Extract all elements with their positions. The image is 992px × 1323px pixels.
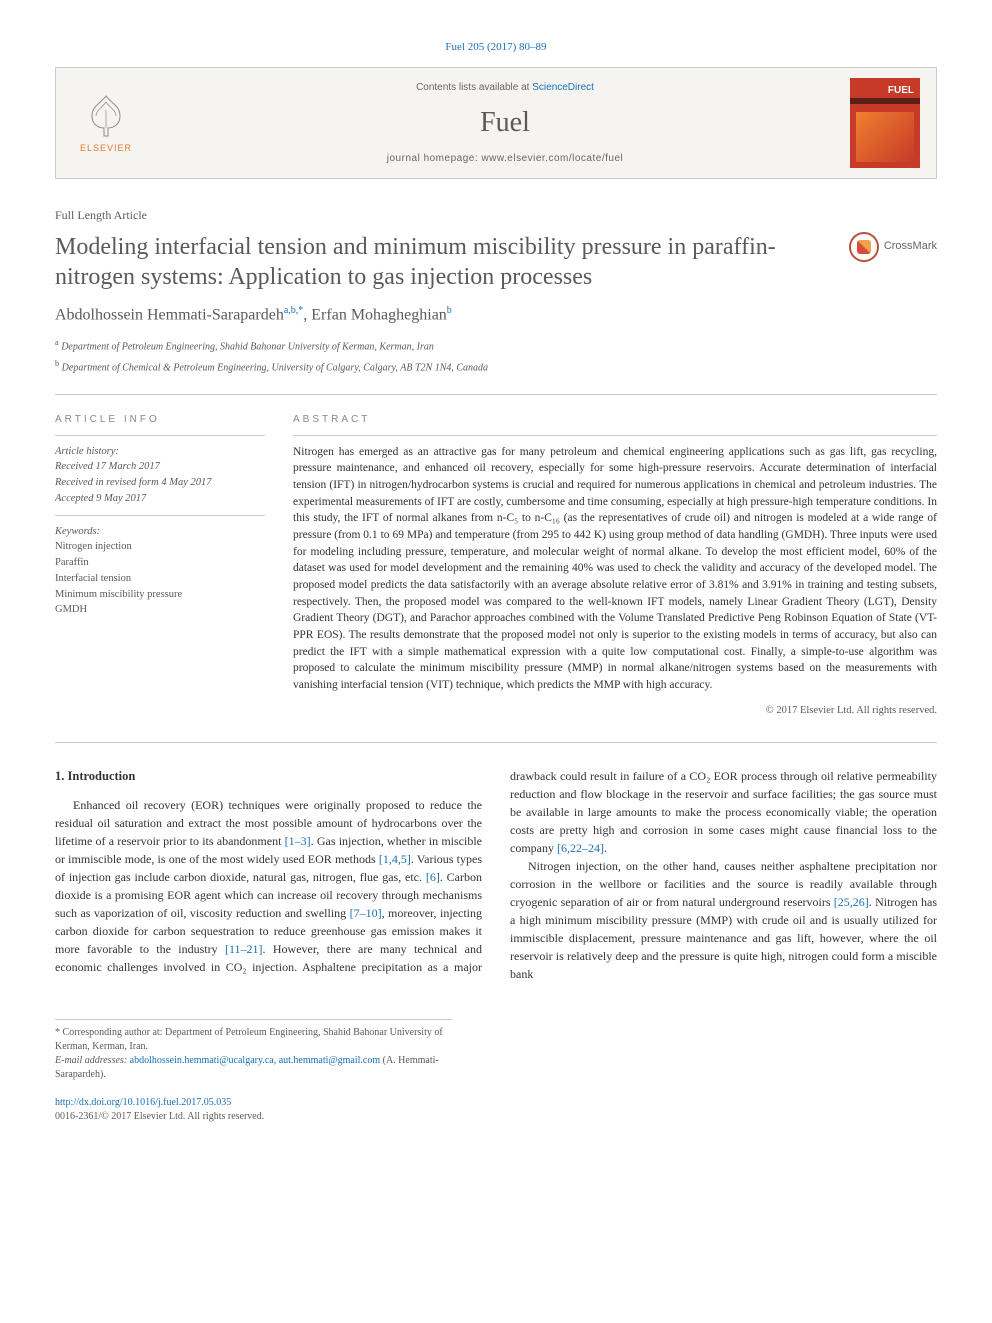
abstract-copyright: © 2017 Elsevier Ltd. All rights reserved… (293, 704, 937, 719)
abstract-text: Nitrogen has emerged as an attractive ga… (293, 444, 937, 694)
article-info-label: ARTICLE INFO (55, 413, 265, 427)
keyword-item: GMDH (55, 602, 265, 618)
section-heading-introduction: 1. Introduction (55, 767, 482, 786)
author-1-affil-sup[interactable]: a,b, (284, 305, 298, 316)
author-1: Abdolhossein Hemmati-Sarapardeh (55, 307, 284, 324)
section-title: Introduction (68, 769, 136, 783)
crossmark-icon (849, 232, 879, 262)
elsevier-logo: ELSEVIER (72, 83, 140, 163)
citation-link[interactable]: [1–3] (285, 834, 311, 848)
issn-copyright-line: 0016-2361/© 2017 Elsevier Ltd. All right… (55, 1110, 937, 1124)
divider (55, 394, 937, 395)
history-head: Article history: (55, 444, 265, 460)
abstract-label: ABSTRACT (293, 413, 937, 427)
history-revised: Received in revised form 4 May 2017 (55, 475, 265, 491)
crossmark-badge[interactable]: CrossMark (849, 232, 937, 262)
journal-cover-thumbnail: FUEL (850, 78, 920, 168)
email-link[interactable]: aut.hemmati@gmail.com (279, 1055, 380, 1066)
affiliation-a: a Department of Petroleum Engineering, S… (55, 337, 937, 354)
citation-link[interactable]: [25,26] (834, 895, 869, 909)
sciencedirect-link[interactable]: ScienceDirect (532, 82, 594, 93)
article-type: Full Length Article (55, 207, 937, 224)
keyword-item: Nitrogen injection (55, 539, 265, 555)
contents-available-line: Contents lists available at ScienceDirec… (160, 81, 850, 95)
section-number: 1. (55, 769, 64, 783)
keyword-item: Paraffin (55, 555, 265, 571)
elsevier-logo-text: ELSEVIER (80, 142, 132, 155)
footnotes: * Corresponding author at: Department of… (55, 1019, 452, 1082)
doi-link[interactable]: http://dx.doi.org/10.1016/j.fuel.2017.05… (55, 1097, 231, 1108)
body-two-column: 1. Introduction Enhanced oil recovery (E… (55, 767, 937, 983)
citation-header: Fuel 205 (2017) 80–89 (55, 40, 937, 55)
history-received: Received 17 March 2017 (55, 459, 265, 475)
affil-text-a: Department of Petroleum Engineering, Sha… (61, 341, 434, 352)
body-text: . (604, 841, 607, 855)
cover-label: FUEL (888, 84, 914, 98)
keyword-item: Interfacial tension (55, 571, 265, 587)
keyword-item: Minimum miscibility pressure (55, 587, 265, 603)
doi-line: http://dx.doi.org/10.1016/j.fuel.2017.05… (55, 1096, 937, 1110)
body-paragraph: Nitrogen injection, on the other hand, c… (510, 857, 937, 983)
email-link[interactable]: abdolhossein.hemmati@ucalgary.ca (130, 1055, 274, 1066)
divider (55, 742, 937, 743)
affil-sup-a: a (55, 338, 59, 347)
citation-link[interactable]: [7–10] (350, 906, 382, 920)
corresponding-author-note: * Corresponding author at: Department of… (55, 1026, 452, 1054)
elsevier-tree-icon (82, 92, 130, 140)
keywords-head: Keywords: (55, 524, 265, 540)
journal-homepage-line: journal homepage: www.elsevier.com/locat… (160, 152, 850, 166)
citation-link[interactable]: [1,4,5] (379, 852, 411, 866)
crossmark-label: CrossMark (884, 239, 937, 254)
affil-sup-b: b (55, 359, 59, 368)
keywords-block: Keywords: Nitrogen injection Paraffin In… (55, 524, 265, 619)
citation-link[interactable]: [6,22–24] (557, 841, 604, 855)
journal-name: Fuel (160, 103, 850, 142)
author-2: Erfan Mohagheghian (311, 307, 447, 324)
abstract-column: ABSTRACT Nitrogen has emerged as an attr… (293, 413, 937, 719)
author-2-affil-sup[interactable]: b (447, 305, 452, 316)
affiliation-b: b Department of Chemical & Petroleum Eng… (55, 358, 937, 375)
email-addresses-line: E-mail addresses: abdolhossein.hemmati@u… (55, 1054, 452, 1082)
article-info-column: ARTICLE INFO Article history: Received 1… (55, 413, 265, 719)
journal-header-box: ELSEVIER Contents lists available at Sci… (55, 67, 937, 179)
citation-link[interactable]: [11–21] (225, 942, 263, 956)
article-title: Modeling interfacial tension and minimum… (55, 232, 849, 292)
homepage-prefix: journal homepage: (387, 153, 482, 164)
homepage-url: www.elsevier.com/locate/fuel (481, 153, 623, 164)
authors-line: Abdolhossein Hemmati-Sarapardeha,b,*, Er… (55, 304, 937, 327)
article-history: Article history: Received 17 March 2017 … (55, 444, 265, 507)
email-label: E-mail addresses: (55, 1055, 130, 1066)
citation-link[interactable]: [6] (426, 870, 440, 884)
affil-text-b: Department of Chemical & Petroleum Engin… (62, 363, 488, 374)
history-accepted: Accepted 9 May 2017 (55, 491, 265, 507)
contents-prefix: Contents lists available at (416, 82, 532, 93)
